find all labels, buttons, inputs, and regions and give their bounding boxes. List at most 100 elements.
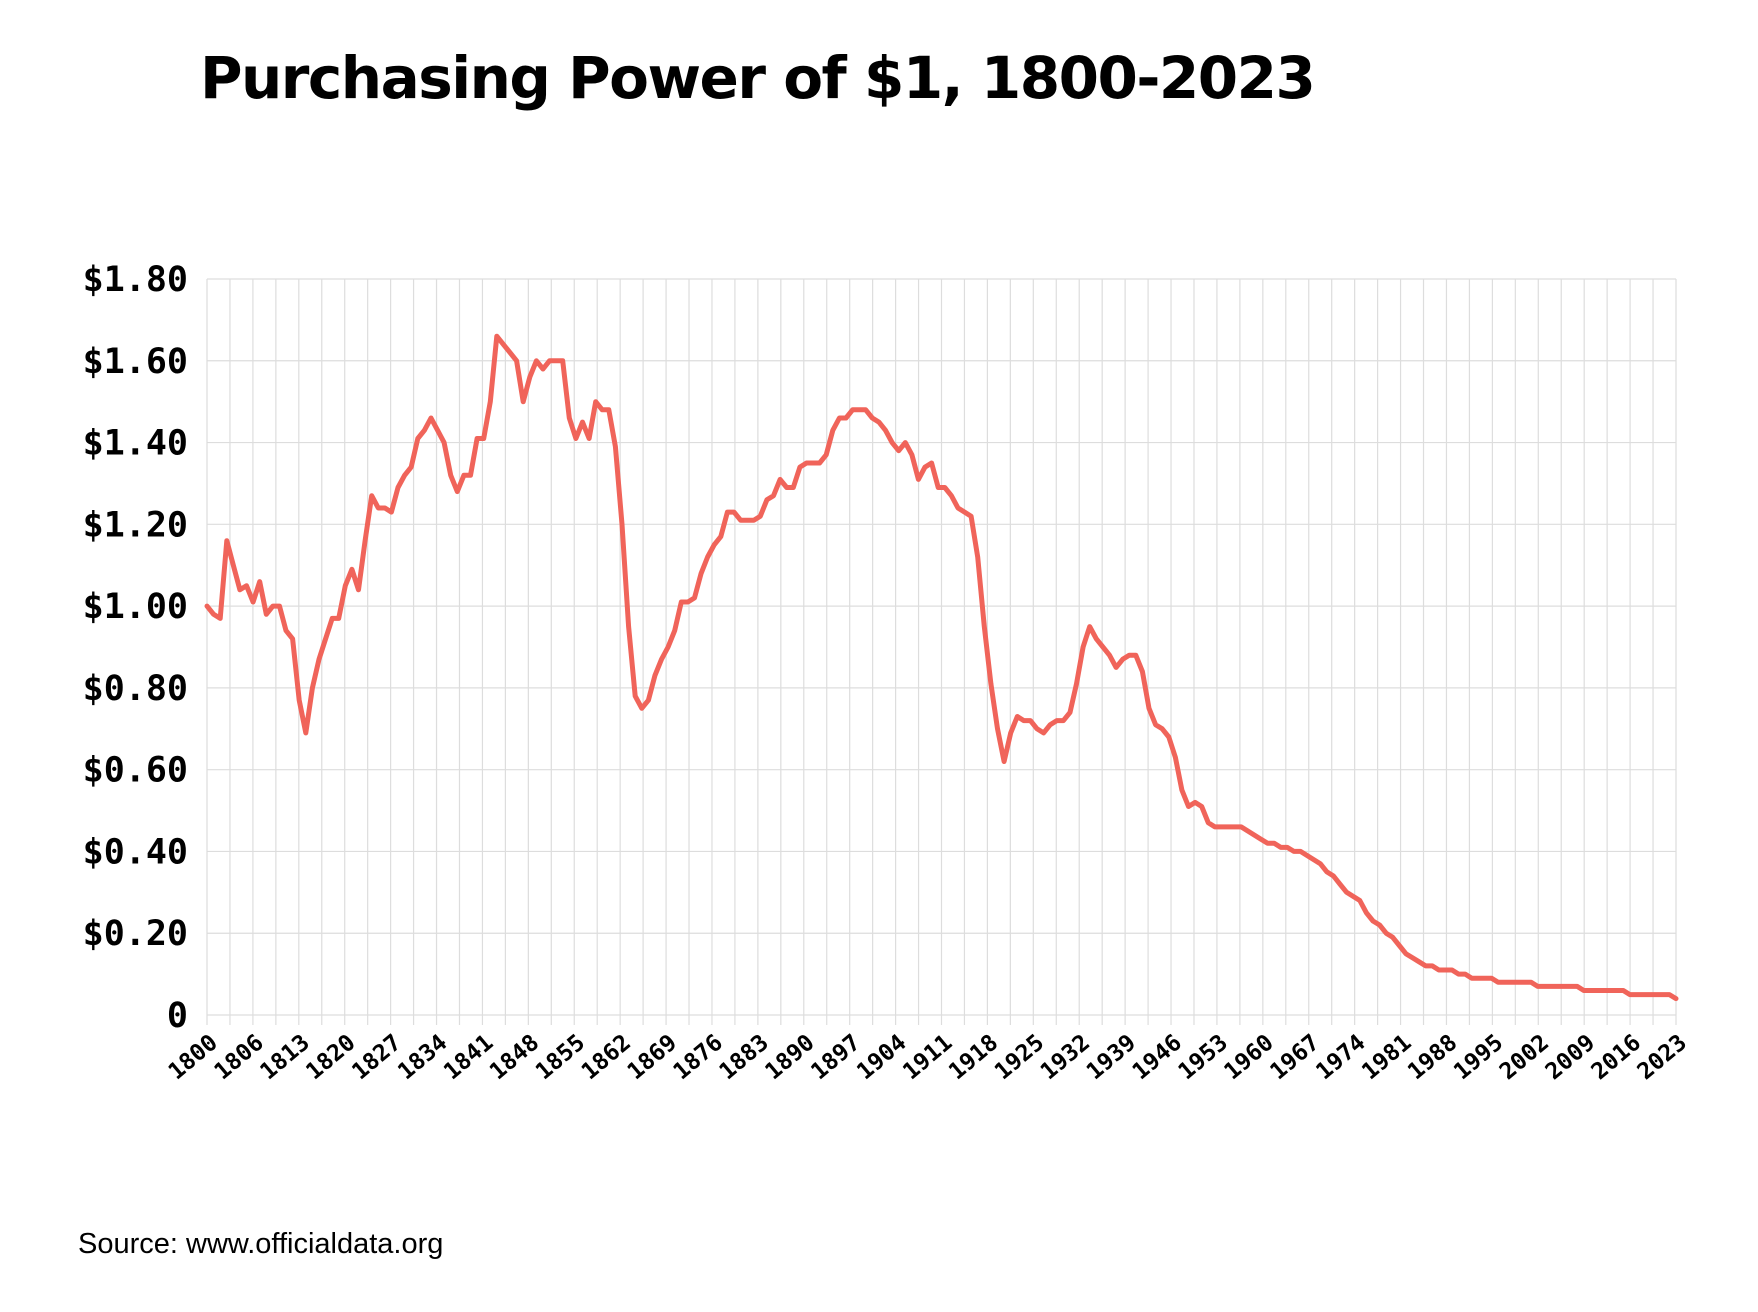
data-point (508, 350, 513, 355)
data-point (751, 518, 756, 523)
data-point (995, 726, 1000, 731)
data-point (429, 416, 434, 421)
data-point (257, 579, 262, 584)
data-point (883, 428, 888, 433)
x-tick-label: 1855 (531, 1030, 590, 1086)
data-point (1291, 849, 1296, 854)
data-point (1515, 980, 1520, 985)
data-point (541, 367, 546, 372)
data-point (1232, 824, 1237, 829)
data-point (1568, 984, 1573, 989)
data-point (409, 465, 414, 470)
data-point (1305, 853, 1310, 858)
data-point (1028, 718, 1033, 723)
data-point (356, 587, 361, 592)
data-point (481, 436, 486, 441)
data-point (205, 604, 210, 609)
data-point (448, 473, 453, 478)
data-point (1601, 988, 1606, 993)
data-point (264, 612, 269, 617)
data-point (1094, 636, 1099, 641)
data-point (527, 375, 532, 380)
data-point (587, 436, 592, 441)
series-line (204, 333, 1679, 1002)
data-point (468, 473, 473, 478)
data-point (626, 624, 631, 629)
x-tick-label: 1820 (301, 1030, 360, 1086)
x-tick-label: 1932 (1036, 1030, 1095, 1086)
data-point (988, 681, 993, 686)
data-point (903, 440, 908, 445)
data-point (1324, 869, 1329, 874)
data-point (1450, 968, 1455, 973)
data-point (771, 493, 776, 498)
data-point (277, 604, 282, 609)
data-point (659, 657, 664, 662)
data-point (1555, 984, 1560, 989)
x-tick-label: 1897 (806, 1030, 865, 1086)
data-point (1107, 653, 1112, 658)
data-point (547, 358, 552, 363)
chart-title: Purchasing Power of $1, 1800-2023 (200, 44, 1316, 112)
data-point (712, 542, 717, 547)
x-tick-label: 1939 (1082, 1030, 1141, 1086)
x-tick-label: 1918 (944, 1030, 1003, 1086)
data-point (323, 636, 328, 641)
data-point (1219, 824, 1224, 829)
data-point (1160, 726, 1165, 731)
data-point (844, 416, 849, 421)
data-point (1265, 841, 1270, 846)
x-tick-label: 1834 (393, 1030, 452, 1086)
x-tick-label: 1848 (485, 1030, 544, 1086)
data-point (1206, 820, 1211, 825)
y-tick-label: $1.00 (83, 587, 188, 627)
data-point (435, 428, 440, 433)
data-point (692, 595, 697, 600)
x-tick-label: 1960 (1220, 1030, 1279, 1086)
data-point (666, 645, 671, 650)
data-point (1529, 980, 1534, 985)
data-point (646, 698, 651, 703)
data-point (606, 407, 611, 412)
data-point (1403, 951, 1408, 956)
data-point (1654, 992, 1659, 997)
data-point (369, 493, 374, 498)
data-point (652, 673, 657, 678)
data-point (1338, 882, 1343, 887)
data-point (1041, 730, 1046, 735)
data-point (857, 407, 862, 412)
data-point (850, 407, 855, 412)
data-point (929, 461, 934, 466)
data-point (1081, 645, 1086, 650)
data-point (936, 485, 941, 490)
data-point (1344, 890, 1349, 895)
data-point (415, 436, 420, 441)
data-point (1087, 624, 1092, 629)
data-point (1153, 722, 1158, 727)
data-point (1245, 829, 1250, 834)
data-point (1061, 718, 1066, 723)
x-tick-label: 1988 (1403, 1030, 1462, 1086)
data-point (633, 694, 638, 699)
data-point (1239, 824, 1244, 829)
data-point (1318, 861, 1323, 866)
data-point (343, 583, 348, 588)
data-point (1140, 669, 1145, 674)
data-point (1186, 804, 1191, 809)
data-point (1133, 653, 1138, 658)
data-point (718, 534, 723, 539)
data-point (896, 448, 901, 453)
data-point (705, 555, 710, 560)
data-point (1259, 837, 1264, 842)
data-point (363, 538, 368, 543)
data-point (1621, 988, 1626, 993)
y-tick-label: $1.60 (83, 342, 188, 382)
x-tick-label: 1946 (1128, 1030, 1187, 1086)
data-point (310, 685, 315, 690)
data-point (270, 604, 275, 609)
data-point (494, 334, 499, 339)
data-point (758, 514, 763, 519)
data-point (863, 407, 868, 412)
data-point (1048, 722, 1053, 727)
